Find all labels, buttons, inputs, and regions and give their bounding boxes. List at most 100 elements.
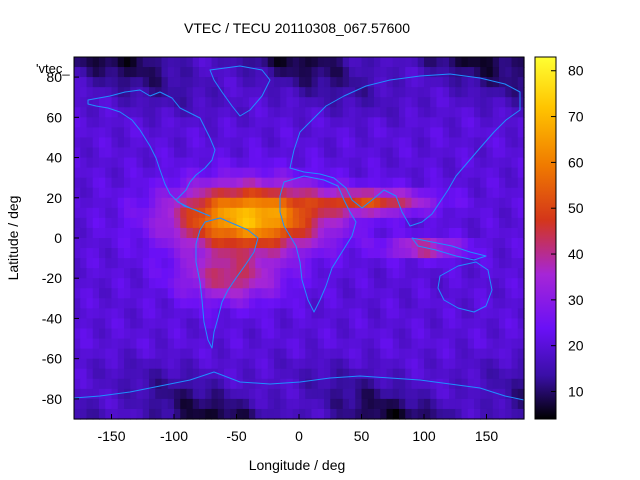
heatmap-cell xyxy=(180,328,188,340)
heatmap-cell xyxy=(92,147,100,159)
heatmap-cell xyxy=(242,207,250,219)
heatmap-cell xyxy=(330,197,338,209)
heatmap-cell xyxy=(349,408,356,420)
heatmap-cell xyxy=(430,137,438,149)
heatmap-cell xyxy=(411,358,419,370)
heatmap-cell xyxy=(286,107,294,118)
heatmap-cell xyxy=(161,238,169,249)
heatmap-cell xyxy=(142,248,150,259)
heatmap-cell xyxy=(499,227,506,239)
heatmap-cell xyxy=(286,77,294,88)
heatmap-cell xyxy=(367,67,375,78)
heatmap-cell xyxy=(324,238,331,249)
heatmap-cell xyxy=(130,57,138,68)
heatmap-cell xyxy=(99,197,106,209)
heatmap-cell xyxy=(492,338,500,350)
heatmap-cell xyxy=(411,258,419,269)
heatmap-cell xyxy=(492,177,500,189)
heatmap-cell xyxy=(499,358,506,370)
heatmap-cell xyxy=(374,97,381,108)
heatmap-cell xyxy=(305,358,313,370)
heatmap-cell xyxy=(205,278,213,289)
heatmap-cell xyxy=(242,177,250,189)
heatmap-cell xyxy=(261,57,269,68)
heatmap-cell xyxy=(274,288,281,299)
heatmap-cell xyxy=(411,87,419,98)
heatmap-cell xyxy=(136,147,144,159)
heatmap-cell xyxy=(117,328,125,340)
heatmap-cell xyxy=(186,328,194,340)
heatmap-cell xyxy=(80,147,88,159)
heatmap-cell xyxy=(111,408,119,420)
heatmap-cell xyxy=(224,227,231,239)
heatmap-cell xyxy=(211,207,219,219)
heatmap-cell xyxy=(355,167,363,179)
heatmap-cell xyxy=(224,107,231,118)
heatmap-cell xyxy=(467,388,475,400)
heatmap-cell xyxy=(361,368,369,380)
heatmap-cell xyxy=(155,107,163,118)
heatmap-cell xyxy=(517,227,525,239)
heatmap-cell xyxy=(455,358,463,370)
heatmap-cell xyxy=(224,197,231,209)
heatmap-cell xyxy=(399,227,406,239)
heatmap-cell xyxy=(492,368,500,380)
heatmap-cell xyxy=(499,57,506,68)
heatmap-cell xyxy=(292,167,300,179)
heatmap-cell xyxy=(86,238,94,249)
colorbar-tick-label: 60 xyxy=(568,154,584,170)
heatmap-cell xyxy=(286,187,294,199)
heatmap-cell xyxy=(436,107,444,118)
heatmap-cell xyxy=(324,298,331,309)
heatmap-cell xyxy=(505,187,513,199)
heatmap-cell xyxy=(117,207,125,219)
heatmap-cell xyxy=(355,187,363,199)
heatmap-cell xyxy=(161,308,169,320)
heatmap-cell xyxy=(242,67,250,78)
heatmap-cell xyxy=(492,398,500,410)
heatmap-cell xyxy=(105,207,113,219)
heatmap-cell xyxy=(442,278,450,289)
heatmap-cell xyxy=(399,378,406,390)
heatmap-cell xyxy=(230,288,238,299)
heatmap-cell xyxy=(161,288,169,299)
heatmap-cell xyxy=(130,258,138,269)
heatmap-cell xyxy=(99,147,106,159)
heatmap-cell xyxy=(267,167,275,179)
heatmap-cell xyxy=(161,227,169,239)
heatmap-cell xyxy=(249,258,256,269)
heatmap-cell xyxy=(267,97,275,108)
heatmap-cell xyxy=(205,248,213,259)
heatmap-cell xyxy=(505,177,513,189)
colorbar-tick-label: 10 xyxy=(568,384,584,400)
heatmap-cell xyxy=(449,137,456,149)
heatmap-cell xyxy=(442,268,450,279)
heatmap-cell xyxy=(174,217,181,229)
heatmap-cell xyxy=(236,167,244,179)
heatmap-cell xyxy=(130,67,138,78)
heatmap-cell xyxy=(174,268,181,279)
heatmap-cell xyxy=(430,278,438,289)
heatmap-cell xyxy=(405,227,413,239)
heatmap-cell xyxy=(505,398,513,410)
heatmap-cell xyxy=(155,217,163,229)
heatmap-cell xyxy=(117,238,125,249)
heatmap-cell xyxy=(517,87,525,98)
heatmap-cell xyxy=(80,398,88,410)
heatmap-cell xyxy=(80,197,88,209)
heatmap-cell xyxy=(280,368,288,380)
heatmap-cell xyxy=(224,368,231,380)
heatmap-cell xyxy=(299,57,306,68)
heatmap-cell xyxy=(286,358,294,370)
heatmap-cell xyxy=(280,348,288,360)
heatmap-cell xyxy=(449,328,456,340)
heatmap-cell xyxy=(305,87,313,98)
heatmap-cell xyxy=(280,378,288,390)
heatmap-cell xyxy=(461,67,469,78)
heatmap-cell xyxy=(161,248,169,259)
heatmap-cell xyxy=(180,67,188,78)
heatmap-cell xyxy=(430,388,438,400)
heatmap-cell xyxy=(380,298,388,309)
heatmap-cell xyxy=(180,217,188,229)
heatmap-cell xyxy=(386,378,394,390)
